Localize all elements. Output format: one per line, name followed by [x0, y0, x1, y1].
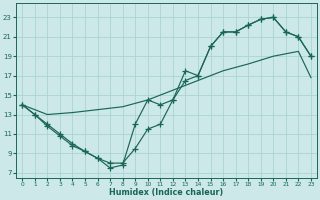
X-axis label: Humidex (Indice chaleur): Humidex (Indice chaleur): [109, 188, 224, 197]
